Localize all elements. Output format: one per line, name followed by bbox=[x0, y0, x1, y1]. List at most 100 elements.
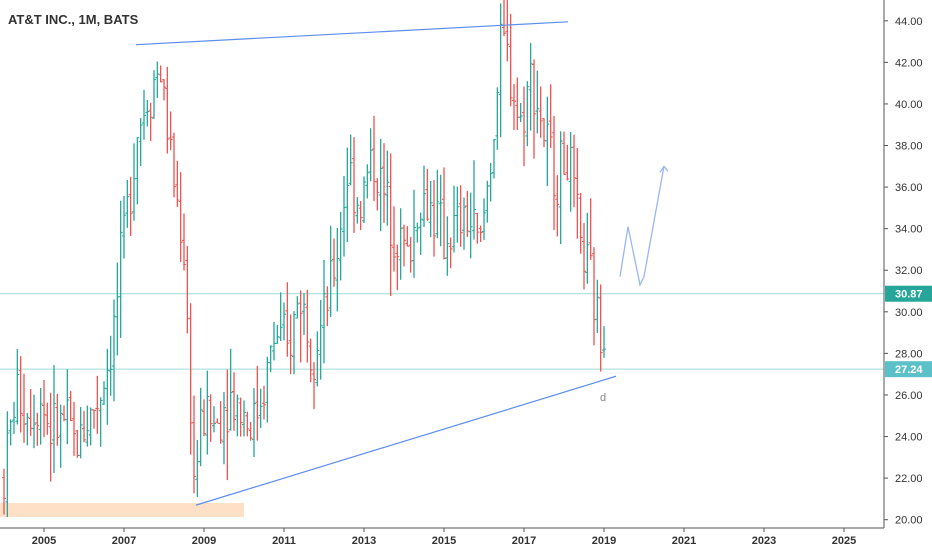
ohlc-bar bbox=[68, 391, 73, 422]
ohlc-bar bbox=[115, 262, 120, 356]
trendline-lower bbox=[195, 375, 617, 506]
ohlc-bar bbox=[55, 393, 60, 446]
ohlc-bar bbox=[155, 61, 160, 98]
ohlc-bar bbox=[365, 164, 370, 199]
ohlc-bar bbox=[195, 439, 200, 497]
ohlc-bar bbox=[118, 200, 123, 338]
ohlc-bar bbox=[45, 402, 50, 435]
ohlc-bar bbox=[372, 115, 376, 202]
price-tick-label: 34.00 bbox=[895, 224, 923, 236]
ohlc-bar bbox=[492, 138, 496, 179]
ohlc-bar bbox=[265, 356, 270, 423]
ohlc-bar bbox=[188, 303, 193, 455]
ohlc-bar bbox=[402, 224, 406, 267]
ohlc-bar bbox=[378, 138, 383, 232]
price-axis[interactable]: 20.00 22.00 24.00 26.00 28.00 30.00 32.00 34.00… bbox=[883, 0, 923, 528]
ohlc-bar bbox=[438, 174, 443, 247]
ohlc-bar bbox=[545, 96, 550, 186]
ohlc-bar bbox=[272, 321, 276, 361]
ohlc-bar bbox=[352, 137, 356, 233]
ohlc-bar bbox=[562, 131, 566, 175]
ohlc-bar bbox=[302, 293, 306, 336]
ohlc-bar bbox=[565, 144, 570, 181]
ohlc-bar bbox=[475, 212, 480, 244]
ohlc-bar bbox=[522, 86, 526, 167]
time-axis[interactable]: 2005 2007 2009 2011 2013 2015 2017 2019 2021 2023… bbox=[0, 527, 884, 547]
ohlc-bar bbox=[5, 411, 10, 518]
time-range-highlight-layer bbox=[0, 503, 244, 517]
ohlc-bar bbox=[252, 388, 256, 458]
annotations: ad bbox=[600, 392, 606, 404]
ohlc-bar bbox=[592, 247, 596, 346]
ohlc-bar bbox=[78, 407, 83, 459]
ohlc-bar bbox=[92, 409, 96, 429]
ohlc-bar bbox=[32, 394, 36, 449]
time-tick-label: 2023 bbox=[752, 535, 776, 547]
ohlc-bar bbox=[312, 362, 316, 410]
ohlc-bar bbox=[582, 223, 586, 290]
ohlc-bar bbox=[212, 406, 216, 433]
time-tick-label: 2005 bbox=[32, 535, 56, 547]
ohlc-bar bbox=[42, 380, 46, 438]
ohlc-bar bbox=[322, 259, 326, 364]
ohlc-bar bbox=[398, 208, 403, 280]
ohlc-bar bbox=[232, 372, 236, 431]
ohlc-bar bbox=[428, 180, 433, 237]
ohlc-bar bbox=[578, 192, 583, 254]
ohlc-bar bbox=[148, 102, 153, 142]
price-tick-label: 20.00 bbox=[895, 515, 923, 527]
ohlc-bar bbox=[555, 175, 560, 237]
time-tick-label: 2013 bbox=[352, 535, 376, 547]
ohlc-bar bbox=[182, 213, 186, 271]
ohlc-bar bbox=[392, 206, 396, 272]
ohlc-bar bbox=[362, 176, 366, 224]
ohlc-bar bbox=[478, 225, 483, 243]
ohlc-bar bbox=[345, 147, 350, 243]
time-tick-label: 2025 bbox=[832, 535, 856, 547]
ohlc-bar bbox=[305, 289, 310, 363]
ohlc-bar bbox=[102, 381, 106, 405]
time-tick-label: 2017 bbox=[512, 535, 536, 547]
ohlc-bar bbox=[488, 162, 493, 202]
ohlc-bar bbox=[288, 314, 293, 375]
ohlc-bar bbox=[558, 131, 563, 245]
ohlc-bar bbox=[285, 282, 290, 357]
ohlc-bar bbox=[88, 407, 93, 446]
ohlc-bar bbox=[455, 186, 460, 243]
ohlc-bar bbox=[532, 59, 536, 159]
projection-arrow[interactable] bbox=[619, 165, 669, 287]
ohlc-bar bbox=[142, 89, 146, 140]
trendlines[interactable] bbox=[135, 21, 617, 506]
ohlc-bar bbox=[152, 70, 156, 119]
ohlc-bar bbox=[138, 118, 143, 166]
ohlc-bar bbox=[368, 128, 373, 182]
ohlc-bar bbox=[198, 387, 203, 467]
ohlc-bar bbox=[355, 197, 360, 224]
ohlc-bar bbox=[298, 290, 303, 363]
ohlc-bar bbox=[602, 326, 606, 358]
ohlc-bar bbox=[525, 81, 530, 147]
ohlc-bar bbox=[518, 102, 523, 123]
ohlc-bar bbox=[482, 198, 486, 240]
ohlc-bar bbox=[292, 311, 296, 375]
ohlc-bar bbox=[442, 167, 446, 260]
ohlc-bar bbox=[385, 150, 390, 226]
ohlc-bar bbox=[242, 400, 246, 437]
ohlc-bar bbox=[132, 143, 136, 221]
ohlc-bar bbox=[282, 302, 286, 341]
ohlc-bar bbox=[495, 87, 500, 150]
ohlc-bar bbox=[145, 99, 150, 127]
ohlc-bar bbox=[395, 244, 400, 291]
ohlc-bar bbox=[72, 401, 76, 456]
ohlc-bar bbox=[588, 198, 593, 260]
ohlc-bar bbox=[295, 296, 300, 319]
ohlc-bar bbox=[568, 132, 573, 212]
ohlc-bar bbox=[208, 394, 213, 442]
time-tick-label: 2019 bbox=[592, 535, 616, 547]
ohlc-bar bbox=[268, 345, 273, 373]
ohlc-bar bbox=[108, 335, 113, 396]
ohlc-bar bbox=[158, 65, 163, 83]
ohlc-bar bbox=[15, 349, 20, 425]
ohlc-bar bbox=[388, 153, 393, 297]
ohlc-bar bbox=[512, 84, 516, 131]
